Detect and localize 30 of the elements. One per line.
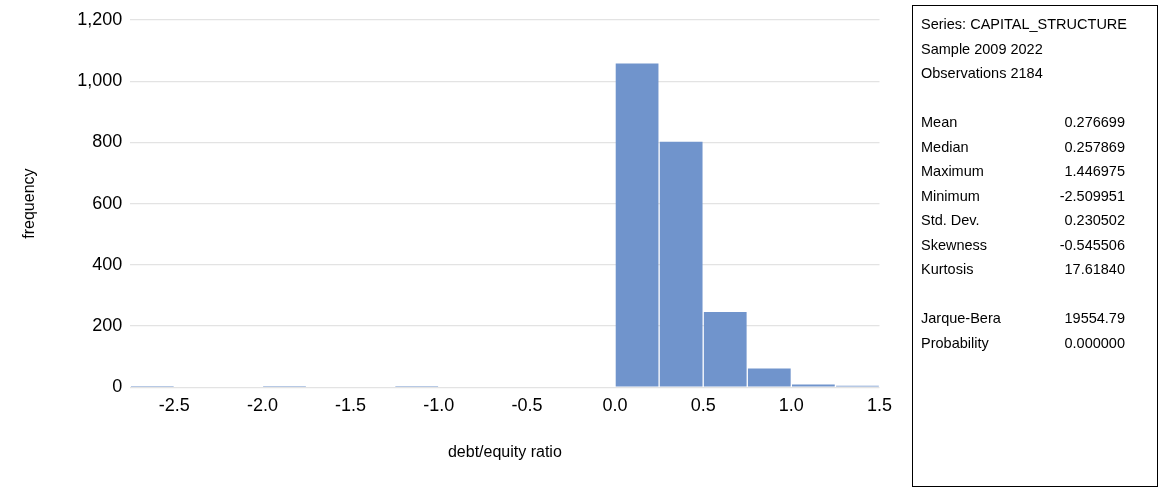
text: Minimum -2.509951 (921, 187, 1125, 204)
text: Jarque-Bera 19554.79 (921, 310, 1125, 327)
x-tick-label: -2.0 (246, 394, 278, 415)
text: Sample 2009 2022 (921, 39, 1044, 59)
text: Observations 2184 (921, 64, 1044, 84)
x-tick-label: -1.5 (335, 394, 367, 415)
y-tick-label: 200 (92, 314, 123, 335)
y-axis-title: frequency (20, 168, 38, 239)
y-tick-label: 1,000 (77, 70, 123, 91)
text: Probability 0.000000 (921, 334, 1125, 351)
x-axis-title: debt/equity ratio (447, 442, 562, 460)
x-tick-label: -1.0 (423, 394, 455, 415)
text: Median 0.257869 (921, 138, 1125, 155)
x-tick-label: 1.0 (778, 394, 804, 415)
y-tick-label: 0 (112, 376, 123, 397)
y-tick-label: 800 (92, 131, 123, 152)
x-tick-label: 0.5 (690, 394, 716, 415)
y-tick-label: 1,200 (77, 8, 123, 29)
y-tick-label: 600 (92, 192, 123, 213)
text: Std. Dev. 0.230502 (921, 212, 1125, 229)
y-tick-label: 400 (92, 253, 123, 274)
x-tick-label: 0.0 (602, 394, 628, 415)
text: Mean 0.276699 (921, 114, 1125, 131)
x-tick-label: -0.5 (511, 394, 543, 415)
x-tick-label: -2.5 (158, 394, 190, 415)
text: Kurtosis 17.61840 (921, 261, 1125, 278)
text: Maximum 1.446975 (921, 163, 1125, 180)
x-tick-label: 1.5 (866, 394, 892, 415)
text: Series: CAPITAL_STRUCTURE (921, 15, 1128, 35)
text: Skewness -0.545506 (921, 236, 1125, 253)
